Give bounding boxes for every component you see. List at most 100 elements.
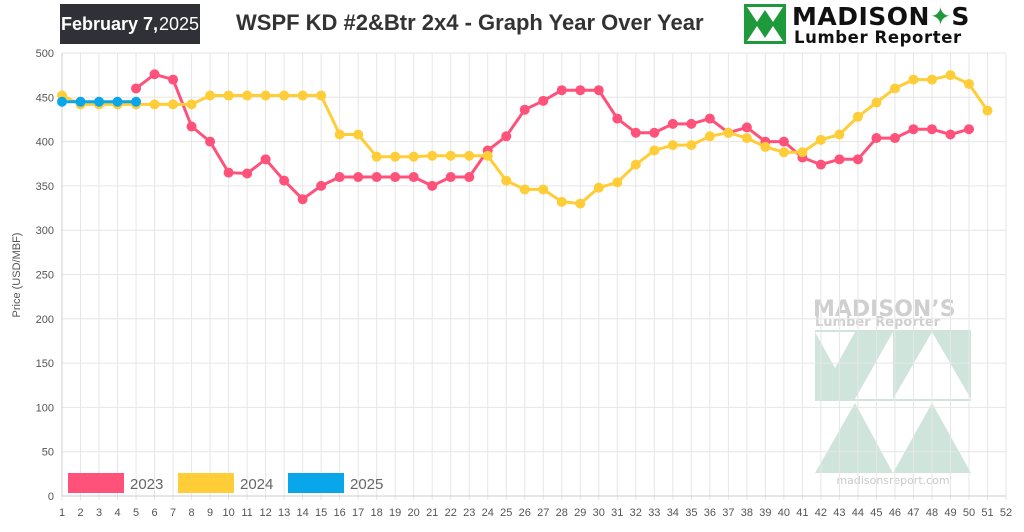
data-point <box>556 85 567 96</box>
data-point <box>649 127 660 138</box>
watermark-tree-1 <box>815 332 855 368</box>
y-axis: 0 50 100 150 200 250 300 350 400 450 500 <box>36 48 54 503</box>
x-tick-label: 50 <box>963 507 975 519</box>
x-tick-label: 36 <box>704 507 716 519</box>
data-point <box>556 196 567 207</box>
data-point <box>223 90 234 101</box>
data-point <box>353 172 364 183</box>
x-tick-label: 23 <box>463 507 475 519</box>
x-tick-label: 22 <box>445 507 457 519</box>
x-tick-label: 28 <box>556 507 568 519</box>
legend-label-2024[interactable]: 2024 <box>240 476 273 493</box>
x-tick-label: 49 <box>944 507 956 519</box>
data-point <box>205 90 216 101</box>
x-tick-label: 51 <box>981 507 993 519</box>
x-tick-label: 24 <box>482 507 494 519</box>
series-2025 <box>57 96 142 107</box>
data-point <box>464 150 475 161</box>
y-tick-label: 500 <box>36 48 54 60</box>
x-tick-label: 31 <box>611 507 623 519</box>
data-point <box>297 194 308 205</box>
x-tick-label: 15 <box>315 507 327 519</box>
x-tick-label: 43 <box>833 507 845 519</box>
watermark-line1-a: MADISON <box>813 297 931 322</box>
watermark-tree-5 <box>815 403 893 473</box>
watermark-url: madisonsreport.com <box>836 474 949 487</box>
data-point <box>390 151 401 162</box>
x-tick-label: 29 <box>574 507 586 519</box>
data-point <box>427 180 438 191</box>
data-point <box>630 127 641 138</box>
data-point <box>260 154 271 165</box>
data-point <box>630 159 641 170</box>
legend-swatch-2023[interactable] <box>68 473 124 493</box>
data-point <box>741 133 752 144</box>
data-point <box>686 140 697 151</box>
x-tick-label: 3 <box>96 507 102 519</box>
x-tick-label: 39 <box>759 507 771 519</box>
data-point <box>408 172 419 183</box>
data-point <box>223 167 234 178</box>
data-point <box>334 172 345 183</box>
legend-swatch-2024[interactable] <box>178 473 234 493</box>
data-point <box>852 154 863 165</box>
data-point <box>945 70 956 81</box>
x-tick-label: 8 <box>189 507 195 519</box>
y-tick-label: 250 <box>36 270 54 282</box>
data-point <box>538 184 549 195</box>
legend-label-2023[interactable]: 2023 <box>130 476 163 493</box>
x-tick-label: 17 <box>352 507 364 519</box>
x-tick-label: 11 <box>241 507 252 519</box>
x-tick-label: 21 <box>426 507 438 519</box>
data-point <box>889 133 900 144</box>
x-tick-label: 19 <box>389 507 401 519</box>
x-tick-label: 18 <box>371 507 383 519</box>
data-point <box>908 74 919 85</box>
legend-swatch-2025[interactable] <box>288 473 344 493</box>
data-point <box>131 83 142 94</box>
y-tick-label: 450 <box>36 92 54 104</box>
y-tick-label: 100 <box>36 402 54 414</box>
watermark-apostrophe: ’ <box>931 297 939 322</box>
data-point <box>168 74 179 85</box>
data-point <box>926 124 937 135</box>
x-tick-label: 12 <box>259 507 271 519</box>
y-tick-label: 300 <box>36 225 54 237</box>
data-point <box>760 141 771 152</box>
data-point <box>168 99 179 110</box>
x-tick-label: 47 <box>907 507 919 519</box>
logo-line1-a: MADISON <box>792 2 930 31</box>
data-point <box>575 85 586 96</box>
data-point <box>926 74 937 85</box>
data-point <box>871 97 882 108</box>
series-group <box>57 69 993 209</box>
x-tick-label: 10 <box>222 507 234 519</box>
data-point <box>279 175 290 186</box>
logo-line1: MADISON✦S <box>792 2 970 31</box>
logo-line1-b: S <box>951 2 970 31</box>
watermark-line1-b: S <box>940 297 956 322</box>
series-2023 <box>131 69 974 205</box>
data-point <box>427 150 438 161</box>
data-point <box>482 150 493 161</box>
data-point <box>297 90 308 101</box>
watermark-line1: MADISON’S <box>813 297 956 322</box>
data-point <box>445 172 456 183</box>
watermark-tree-3 <box>855 332 893 399</box>
madisons-logo: MADISON✦S Lumber Reporter <box>744 2 1016 47</box>
data-point <box>778 147 789 158</box>
date-year: 2025 <box>159 13 200 34</box>
data-point <box>723 127 734 138</box>
x-tick-label: 25 <box>500 507 512 519</box>
tree-logo-icon <box>744 4 786 44</box>
x-tick-label: 14 <box>297 507 309 519</box>
data-point <box>649 145 660 156</box>
legend-label-2025[interactable]: 2025 <box>350 476 383 493</box>
x-tick-label: 5 <box>133 507 139 519</box>
data-point <box>612 113 623 124</box>
y-tick-label: 0 <box>48 491 54 503</box>
y-tick-label: 150 <box>36 358 54 370</box>
data-point <box>316 90 327 101</box>
data-point <box>871 133 882 144</box>
data-point <box>445 150 456 161</box>
